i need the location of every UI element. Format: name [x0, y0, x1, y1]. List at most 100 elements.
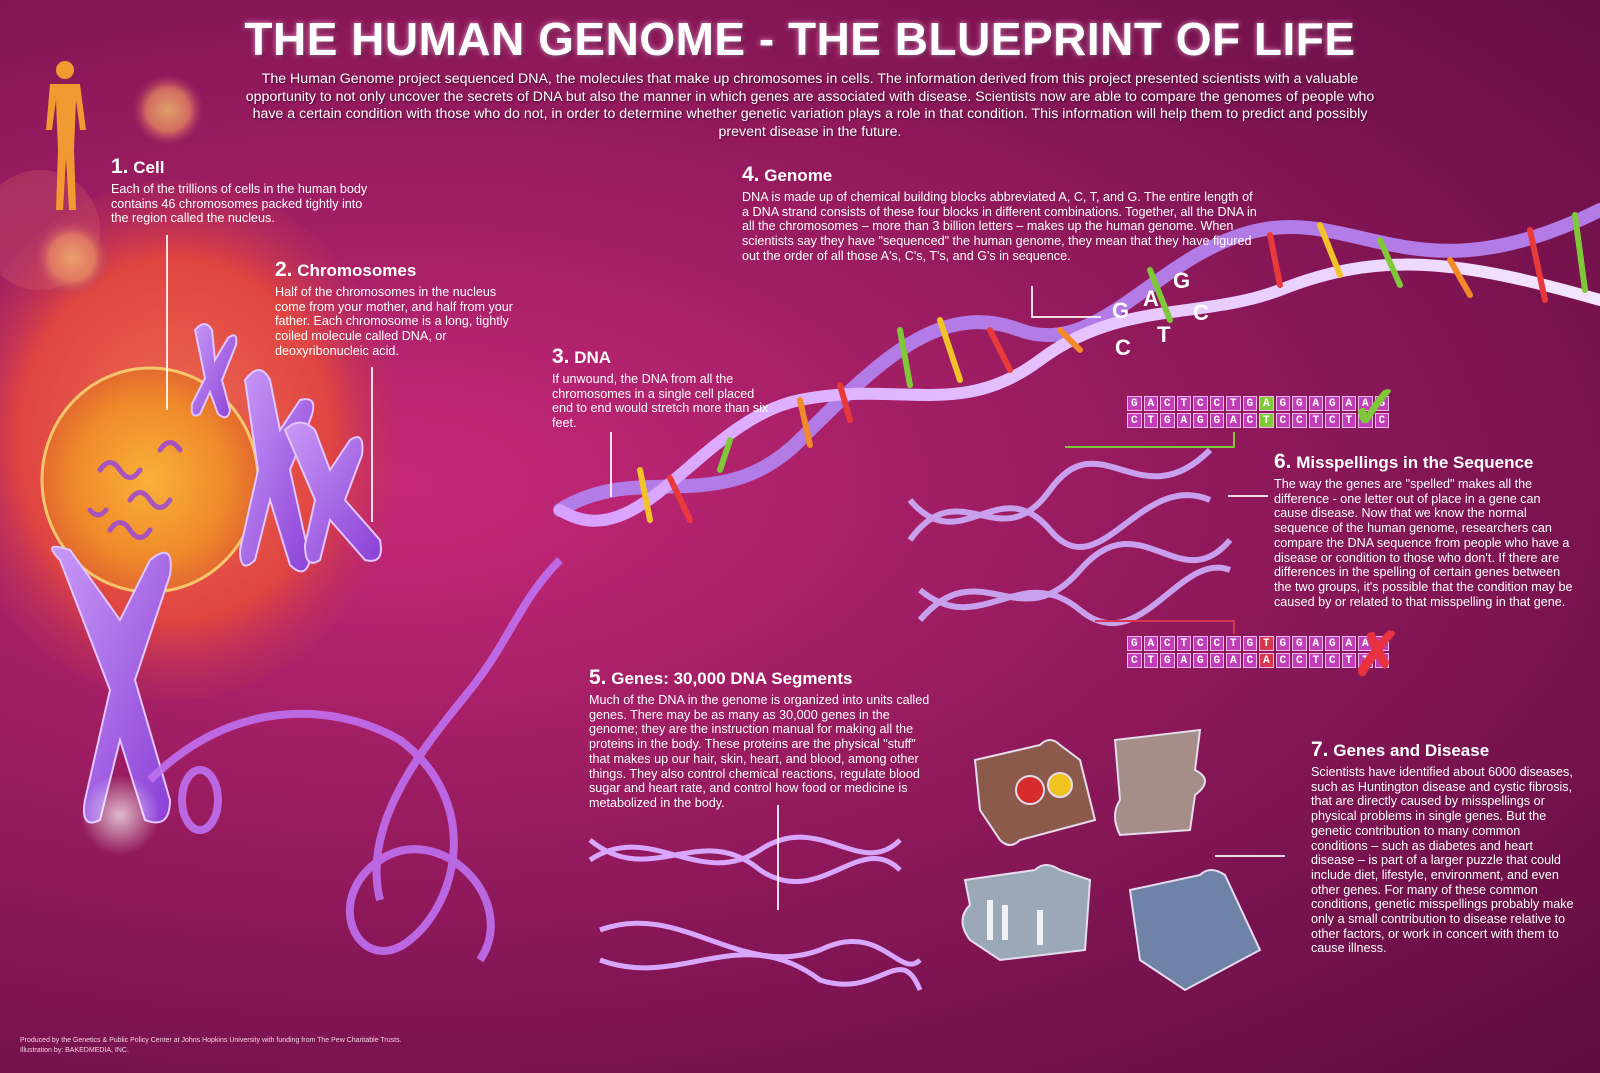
section-heading: 5. Genes: 30,000 DNA Segments	[589, 666, 853, 689]
section-genes: 5. Genes: 30,000 DNA Segments Much of th…	[589, 666, 939, 811]
sequence-base: T	[1358, 653, 1373, 668]
sequence-base: G	[1160, 653, 1175, 668]
sequence-base: T	[1259, 636, 1274, 651]
section-misspellings: 6. Misspellings in the Sequence The way …	[1274, 450, 1574, 609]
checkmark-icon: ✓	[1350, 374, 1401, 441]
cross-mark-icon: ✗	[1352, 621, 1403, 688]
sequence-base: T	[1143, 413, 1158, 428]
intro-paragraph: The Human Genome project sequenced DNA, …	[245, 71, 1375, 140]
helix-letter: C	[1115, 335, 1131, 360]
sequence-base: A	[1226, 653, 1241, 668]
sequence-base: G	[1325, 636, 1340, 651]
sequence-base: C	[1127, 413, 1142, 428]
leader-line-chromosomes	[371, 367, 373, 522]
section-heading: 1. Cell	[111, 155, 165, 178]
helix-letter: G	[1112, 298, 1130, 323]
helix-letter: T	[1157, 322, 1171, 347]
leader-line-genes	[777, 805, 779, 910]
leader-line-genome-v	[1031, 286, 1033, 316]
sequence-base: G	[1325, 396, 1340, 411]
section-heading: 3. DNA	[552, 345, 612, 368]
sequence-base: G	[1160, 413, 1175, 428]
sequence-base: A	[1358, 636, 1373, 651]
human-figure	[46, 61, 86, 210]
sequence-base: A	[1176, 653, 1191, 668]
sequence-base: T	[1259, 413, 1274, 428]
sequence-base: C	[1242, 653, 1257, 668]
sequence-base: C	[1275, 413, 1290, 428]
sequence-base: T	[1176, 396, 1191, 411]
leader-line-misspellings	[1228, 495, 1268, 497]
sequence-base: G	[1275, 636, 1290, 651]
sequence-base: A	[1308, 636, 1323, 651]
leader-line-cell	[166, 235, 168, 410]
sequence-base: G	[1242, 636, 1257, 651]
dna-double-helix	[553, 203, 1600, 527]
sequence-base: G	[1292, 636, 1307, 651]
sequence-base: A	[1358, 396, 1373, 411]
leader-line-seq-wrong-h	[1095, 620, 1235, 622]
leader-line-disease	[1215, 855, 1285, 857]
sequence-base: A	[1259, 396, 1274, 411]
sequence-base: T	[1308, 413, 1323, 428]
sequence-base: C	[1325, 653, 1340, 668]
sequence-base: A	[1341, 636, 1356, 651]
puzzle-pieces	[961, 728, 1262, 992]
section-text: Much of the DNA in the genome is organiz…	[589, 693, 930, 810]
sequence-base: G	[1292, 396, 1307, 411]
sequence-base: A	[1143, 396, 1158, 411]
sequence-base: T	[1143, 653, 1158, 668]
sequence-base: C	[1193, 396, 1208, 411]
footer-illustrator: Illustration by: BAKEDMEDIA, INC.	[20, 1047, 129, 1054]
sequence-base: G	[1275, 396, 1290, 411]
sequence-base: A	[1226, 413, 1241, 428]
sequence-base: G	[1193, 653, 1208, 668]
sequence-base: A	[1176, 413, 1191, 428]
section-genes-and-disease: 7. Genes and Disease Scientists have ide…	[1311, 738, 1576, 956]
sequence-base: T	[1358, 413, 1373, 428]
section-heading: 7. Genes and Disease	[1311, 738, 1490, 761]
page-title: THE HUMAN GENOME - THE BLUEPRINT OF LIFE	[244, 13, 1356, 65]
helix-letter: A	[1143, 286, 1159, 311]
section-text: The way the genes are "spelled" makes al…	[1274, 477, 1573, 609]
helix-letter: C	[1193, 300, 1209, 325]
sequence-base: C	[1374, 653, 1389, 668]
sequence-base: G	[1209, 653, 1224, 668]
sequence-base: C	[1292, 413, 1307, 428]
sequence-base: G	[1193, 413, 1208, 428]
leader-line-dna	[610, 432, 612, 497]
sequence-base: A	[1308, 396, 1323, 411]
sequence-base: C	[1127, 653, 1142, 668]
sequence-base: C	[1193, 636, 1208, 651]
sequence-base: A	[1341, 396, 1356, 411]
section-text: Each of the trillions of cells in the hu…	[111, 182, 368, 226]
section-cell: 1. Cell Each of the trillions of cells i…	[111, 155, 381, 226]
leader-line-seq-wrong	[1233, 620, 1235, 634]
sequence-base: C	[1160, 636, 1175, 651]
sequence-base: C	[1209, 396, 1224, 411]
sequence-base: G	[1374, 396, 1389, 411]
section-text: DNA is made up of chemical building bloc…	[742, 190, 1257, 263]
section-genome: 4. Genome DNA is made up of chemical bui…	[742, 163, 1262, 264]
sequence-base: T	[1226, 396, 1241, 411]
sequence-base: C	[1325, 413, 1340, 428]
genes-helices	[588, 834, 923, 991]
sequence-base: C	[1160, 396, 1175, 411]
sequence-base: C	[1292, 653, 1307, 668]
sequence-base: A	[1259, 653, 1274, 668]
section-text: Scientists have identified about 6000 di…	[1311, 765, 1574, 956]
section-heading: 6. Misspellings in the Sequence	[1274, 450, 1534, 473]
sequence-base: C	[1275, 653, 1290, 668]
sequence-base: G	[1127, 636, 1142, 651]
leader-line-seq-correct	[1233, 432, 1235, 447]
section-text: Half of the chromosomes in the nucleus c…	[275, 285, 513, 358]
comparison-helices	[907, 447, 1233, 627]
sequence-base: A	[1143, 636, 1158, 651]
sequence-base: G	[1127, 396, 1142, 411]
